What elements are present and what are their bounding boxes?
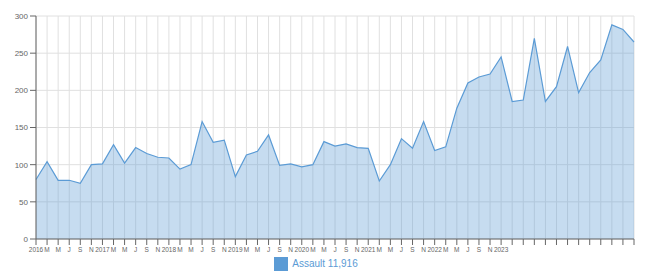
svg-text:300: 300 xyxy=(15,12,29,21)
svg-text:M: M xyxy=(122,246,127,253)
svg-text:2021: 2021 xyxy=(361,246,376,253)
svg-text:M: M xyxy=(388,246,393,253)
svg-text:M: M xyxy=(55,246,60,253)
svg-text:J: J xyxy=(134,246,137,253)
svg-text:200: 200 xyxy=(15,86,29,95)
svg-text:J: J xyxy=(400,246,403,253)
svg-text:S: S xyxy=(78,246,83,253)
svg-text:2022: 2022 xyxy=(427,246,442,253)
svg-text:S: S xyxy=(410,246,415,253)
svg-text:2017: 2017 xyxy=(95,246,110,253)
svg-text:J: J xyxy=(333,246,336,253)
svg-text:M: M xyxy=(321,246,326,253)
svg-text:N: N xyxy=(421,246,426,253)
svg-text:2016: 2016 xyxy=(29,246,44,253)
svg-text:2018: 2018 xyxy=(162,246,177,253)
svg-text:M: M xyxy=(44,246,49,253)
svg-text:N: N xyxy=(155,246,160,253)
svg-text:N: N xyxy=(222,246,227,253)
svg-text:S: S xyxy=(344,246,349,253)
svg-text:S: S xyxy=(477,246,482,253)
svg-text:N: N xyxy=(89,246,94,253)
svg-text:M: M xyxy=(244,246,249,253)
svg-text:N: N xyxy=(355,246,360,253)
svg-text:N: N xyxy=(288,246,293,253)
svg-text:J: J xyxy=(267,246,270,253)
svg-text:100: 100 xyxy=(15,161,29,170)
svg-text:250: 250 xyxy=(15,49,29,58)
svg-text:M: M xyxy=(377,246,382,253)
svg-text:M: M xyxy=(443,246,448,253)
svg-text:J: J xyxy=(466,246,469,253)
svg-text:M: M xyxy=(111,246,116,253)
svg-text:2019: 2019 xyxy=(228,246,243,253)
svg-text:2023: 2023 xyxy=(494,246,509,253)
svg-text:M: M xyxy=(177,246,182,253)
svg-text:S: S xyxy=(277,246,282,253)
svg-text:150: 150 xyxy=(15,123,29,132)
svg-text:M: M xyxy=(255,246,260,253)
svg-text:J: J xyxy=(200,246,203,253)
svg-text:S: S xyxy=(145,246,150,253)
svg-text:M: M xyxy=(454,246,459,253)
svg-text:2020: 2020 xyxy=(295,246,310,253)
svg-text:0: 0 xyxy=(24,235,29,244)
svg-text:M: M xyxy=(188,246,193,253)
svg-text:N: N xyxy=(488,246,493,253)
svg-text:J: J xyxy=(68,246,71,253)
svg-text:M: M xyxy=(310,246,315,253)
html-text:Assault 11,916: Assault 11,916 xyxy=(292,257,358,269)
svg-text:S: S xyxy=(211,246,216,253)
svg-text:50: 50 xyxy=(19,198,28,207)
